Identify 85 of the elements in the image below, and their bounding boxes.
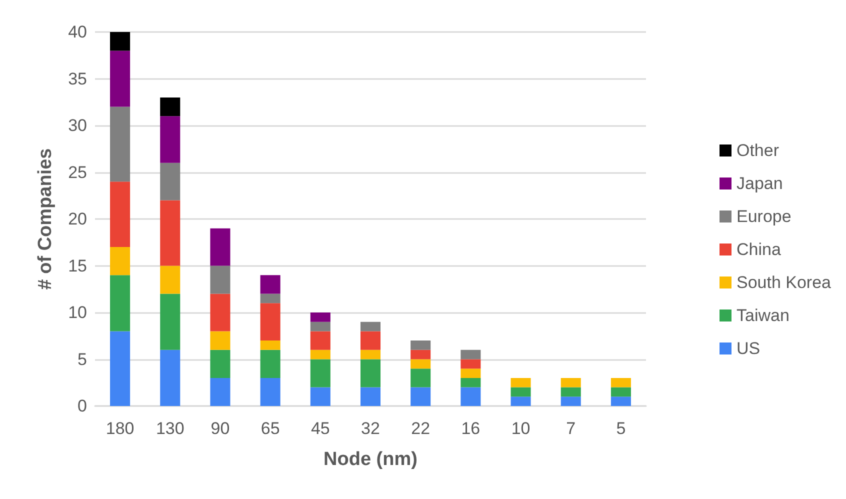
bar bbox=[110, 182, 130, 248]
bar bbox=[610, 387, 631, 397]
bar bbox=[460, 359, 481, 369]
bar bbox=[560, 387, 581, 397]
bar bbox=[160, 350, 180, 406]
bar bbox=[610, 378, 631, 388]
bar bbox=[160, 200, 180, 266]
x-tick-label: 32 bbox=[361, 419, 380, 438]
x-tick-label: 16 bbox=[461, 419, 480, 438]
bar bbox=[410, 350, 431, 360]
x-axis-title: Node (nm) bbox=[324, 449, 418, 470]
bar bbox=[310, 350, 330, 360]
bar bbox=[210, 228, 230, 266]
bar bbox=[110, 275, 130, 332]
bar bbox=[210, 266, 230, 294]
bar bbox=[210, 378, 230, 406]
bar bbox=[310, 387, 330, 406]
x-tick-label: 45 bbox=[310, 419, 330, 438]
bar bbox=[310, 331, 330, 350]
legend-label: Taiwan bbox=[736, 306, 790, 325]
bar bbox=[160, 294, 180, 350]
bar bbox=[210, 331, 230, 350]
bar bbox=[460, 368, 481, 378]
legend-label: Europe bbox=[736, 207, 792, 226]
y-tick-label: 0 bbox=[78, 396, 87, 416]
bar bbox=[410, 340, 431, 350]
bar bbox=[460, 387, 481, 406]
bar bbox=[110, 106, 130, 182]
y-tick-label: 20 bbox=[68, 210, 87, 228]
y-tick-label: 15 bbox=[68, 256, 87, 276]
bar bbox=[260, 275, 280, 294]
bar bbox=[360, 359, 381, 388]
bar bbox=[260, 303, 280, 341]
bar bbox=[460, 350, 481, 360]
bar bbox=[360, 322, 381, 332]
y-tick-label: 30 bbox=[68, 116, 87, 135]
bar bbox=[160, 266, 180, 294]
bar bbox=[260, 294, 280, 304]
bar bbox=[310, 322, 330, 332]
bar bbox=[110, 331, 130, 406]
bar bbox=[510, 396, 531, 406]
x-tick-label: 65 bbox=[260, 419, 280, 438]
bar bbox=[560, 378, 581, 388]
bar bbox=[610, 396, 631, 406]
bar bbox=[160, 162, 180, 200]
y-tick-label: 5 bbox=[78, 350, 87, 369]
bar bbox=[410, 368, 431, 388]
bar bbox=[460, 378, 481, 388]
bar bbox=[160, 97, 180, 116]
bar bbox=[410, 387, 431, 406]
bar bbox=[360, 387, 381, 406]
bar bbox=[110, 247, 130, 276]
x-tick-label: 22 bbox=[411, 419, 430, 438]
x-tick-label: 10 bbox=[511, 419, 530, 438]
x-tick-label: 180 bbox=[106, 419, 134, 438]
legend-label: China bbox=[736, 240, 782, 259]
x-tick-label: 130 bbox=[156, 419, 184, 438]
bar bbox=[110, 32, 130, 51]
bar bbox=[560, 396, 581, 406]
legend-label: Japan bbox=[736, 174, 783, 193]
y-tick-label: 25 bbox=[68, 162, 87, 182]
bar bbox=[210, 294, 230, 332]
legend-label: US bbox=[736, 339, 760, 358]
bar bbox=[160, 116, 180, 163]
bar bbox=[360, 331, 381, 350]
y-tick-label: 10 bbox=[68, 303, 87, 322]
x-tick-label: 5 bbox=[616, 419, 626, 438]
bar bbox=[210, 350, 230, 378]
legend-label: Other bbox=[736, 141, 780, 160]
y-tick-label: 35 bbox=[68, 69, 87, 88]
bar bbox=[410, 359, 431, 369]
bar bbox=[310, 312, 330, 322]
bar bbox=[260, 350, 280, 378]
bar bbox=[360, 350, 381, 360]
y-axis-title: # of Companies bbox=[35, 148, 56, 290]
bar bbox=[110, 50, 130, 107]
bar bbox=[310, 359, 330, 388]
x-tick-label: 7 bbox=[566, 419, 576, 438]
bar bbox=[510, 378, 531, 388]
y-tick-label: 40 bbox=[68, 22, 87, 42]
bar bbox=[510, 387, 531, 397]
bar bbox=[260, 340, 280, 350]
bar bbox=[260, 378, 280, 406]
x-tick-label: 90 bbox=[210, 419, 230, 438]
legend-label: South Korea bbox=[736, 273, 832, 292]
